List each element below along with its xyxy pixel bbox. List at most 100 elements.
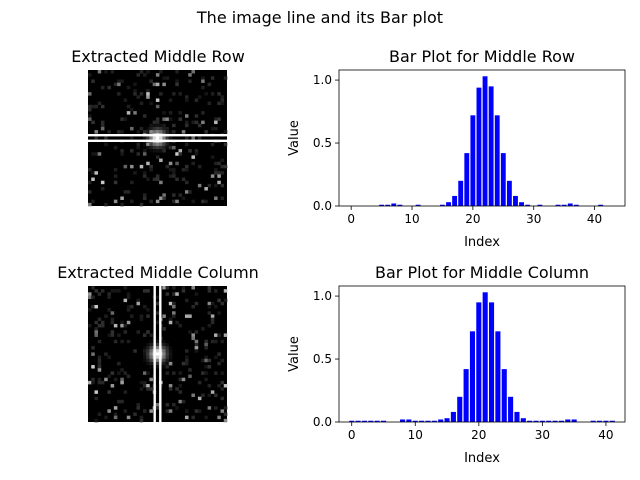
chart-title-row: Bar Plot for Middle Row [389,47,575,66]
bar [391,203,397,206]
bar [452,195,458,206]
bar [469,331,476,422]
highlight-line [88,134,227,137]
bar [412,420,418,422]
bar [488,86,494,206]
bar [525,204,531,206]
bar [444,418,450,422]
bar [464,153,470,206]
plot-area-row: 0 10 20 30 40 0.0 0.5 1.0 [313,69,626,226]
x-tick-label: 30 [535,428,550,442]
bar [419,420,425,422]
y-tick-label: 0.0 [313,199,332,213]
x-tick-label: 30 [526,212,541,226]
figure-suptitle: The image line and its Bar plot [196,8,443,27]
bar [488,302,495,422]
bar [406,419,412,422]
plot-area-column: 0 10 20 30 40 0.0 0.5 1.0 [313,285,626,442]
bar [555,204,561,206]
bar [463,369,469,422]
x-tick-label: 0 [347,212,355,226]
bar [431,420,437,422]
highlight-line [159,286,162,422]
image-title-row: Extracted Middle Row [71,47,245,66]
bar [537,204,543,206]
image-panel-row: Extracted Middle Row [71,47,245,207]
bar [476,87,482,206]
bar [425,420,431,422]
bar [415,204,421,206]
bar-chart-column: Bar Plot for Middle Column Index Value 0… [287,263,626,466]
bar [546,420,552,422]
bar [355,420,361,422]
bar [482,292,488,422]
bar [597,420,603,422]
bar [385,204,391,206]
bar [598,204,604,206]
chart-title-column: Bar Plot for Middle Column [375,263,589,282]
bar [571,419,577,422]
bar [379,204,385,206]
x-tick-label: 40 [598,428,613,442]
y-axis-label-column: Value [287,336,302,372]
y-axis-label-row: Value [287,120,302,156]
x-tick-label: 20 [465,212,480,226]
bar [519,202,524,206]
image-title-column: Extracted Middle Column [57,263,259,282]
bar [470,115,476,206]
bar [533,420,539,422]
bar [361,420,367,422]
bar [573,204,579,206]
x-tick-label: 10 [408,428,423,442]
plot-frame [338,285,626,423]
plot-frame [338,69,626,207]
bar [561,204,567,206]
bar [527,420,533,422]
bar [438,419,444,422]
bar [520,418,526,422]
bar [349,420,355,422]
bar [500,153,506,206]
bar [603,420,609,422]
bar [565,419,571,422]
bar [400,419,406,422]
x-tick-label: 40 [587,212,602,226]
highlight-line [153,286,156,422]
bar [482,76,488,206]
bar [609,420,615,422]
x-tick-label: 20 [471,428,486,442]
bar [513,195,518,206]
bar [374,420,380,422]
highlight-line [88,139,227,142]
bar [558,420,564,422]
bar [514,411,520,422]
bar [450,411,456,422]
bar [476,302,482,422]
y-tick-label: 1.0 [313,289,332,303]
bar [494,115,500,206]
bar [457,396,463,422]
bar [501,369,507,422]
bar [397,204,403,206]
bar [440,204,445,206]
y-tick-label: 0.5 [313,352,332,366]
x-tick-label: 10 [404,212,419,226]
image-column [88,286,228,423]
bar [590,420,596,422]
y-tick-label: 1.0 [313,73,332,87]
bar-chart-row: Bar Plot for Middle Row Index Value 0 10 2… [287,47,626,250]
bar [508,396,514,422]
bar [446,202,451,206]
bar [495,331,501,422]
image-row [88,70,228,207]
y-tick-label: 0.5 [313,136,332,150]
bar [506,180,512,206]
bar [539,420,545,422]
x-tick-label: 0 [348,428,356,442]
bar [368,420,374,422]
bar [567,203,573,206]
bar [380,420,387,422]
bar [552,420,558,422]
y-tick-label: 0.0 [313,415,332,429]
